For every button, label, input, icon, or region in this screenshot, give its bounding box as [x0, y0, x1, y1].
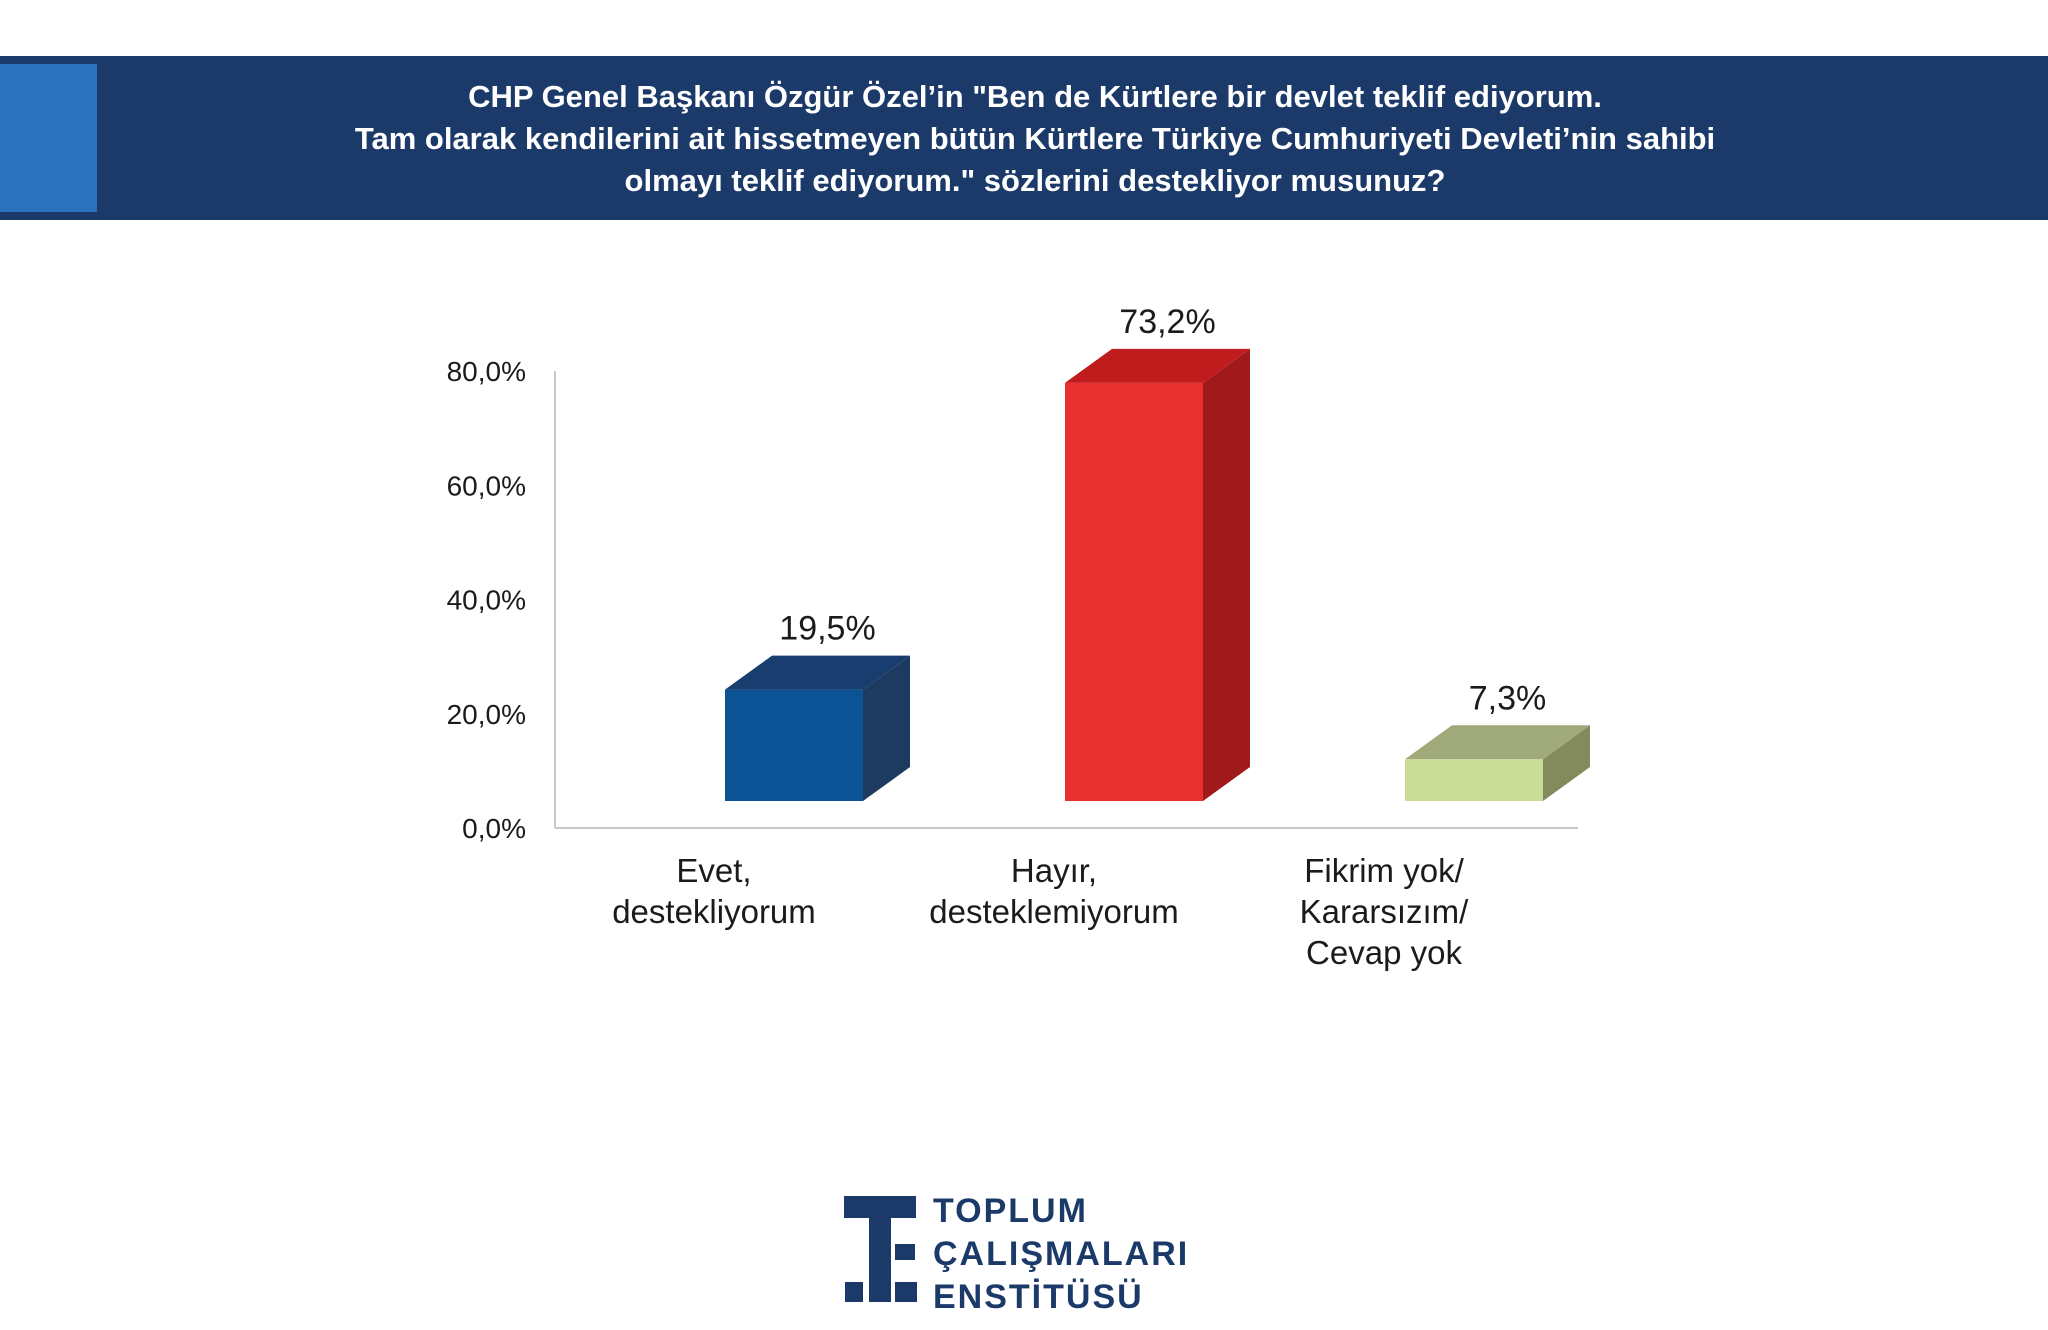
data-label: 73,2% — [1119, 303, 1215, 341]
bar-side-face — [1543, 725, 1590, 801]
x-category-label: Cevap yok — [1306, 934, 1462, 971]
bar — [725, 689, 863, 801]
x-category-label: Kararsızım/ — [1300, 893, 1470, 930]
header-band — [0, 56, 2048, 220]
x-category-label: Evet, — [676, 852, 751, 889]
bar — [1405, 759, 1543, 801]
institute-logo: TOPLUM ÇALIŞMALARI ENSTİTÜSÜ — [843, 1190, 1243, 1316]
question-line: olmayı teklif ediyorum." sözlerini deste… — [624, 163, 1446, 198]
logo-line: ENSTİTÜSÜ — [933, 1278, 1144, 1316]
y-tick-label: 40,0% — [447, 585, 526, 616]
header-accent-block — [0, 64, 97, 212]
question-line: Tam olarak kendilerini ait hissetmeyen b… — [354, 121, 1716, 156]
bar — [1065, 382, 1203, 801]
logo-line: TOPLUM — [933, 1192, 1088, 1230]
bar-side-face — [863, 655, 910, 801]
bar-top-face — [1065, 348, 1250, 383]
x-category-label: destekliyorum — [612, 893, 816, 930]
data-label: 19,5% — [779, 610, 875, 648]
bar-side-face — [1203, 348, 1250, 801]
y-tick-label: 20,0% — [447, 699, 526, 730]
x-category-label: desteklemiyorum — [929, 893, 1178, 930]
y-tick-label: 80,0% — [447, 356, 526, 387]
logo-wordmark: TOPLUM ÇALIŞMALARI ENSTİTÜSÜ — [933, 1190, 1189, 1319]
question-title: CHP Genel Başkanı Özgür Özel’in "Ben de … — [210, 76, 1860, 202]
data-label: 7,3% — [1469, 679, 1547, 717]
bar-top-face — [725, 655, 910, 690]
y-tick-label: 0,0% — [462, 813, 526, 844]
x-category-label: Hayır, — [1011, 852, 1097, 889]
logo-mark-icon — [844, 1196, 917, 1302]
bar-top-face — [1405, 725, 1590, 760]
logo-line: ÇALIŞMALARI — [933, 1235, 1190, 1273]
question-line: CHP Genel Başkanı Özgür Özel’in "Ben de … — [468, 79, 1602, 114]
x-category-label: Fikrim yok/ — [1304, 852, 1464, 889]
y-tick-label: 60,0% — [447, 470, 526, 501]
